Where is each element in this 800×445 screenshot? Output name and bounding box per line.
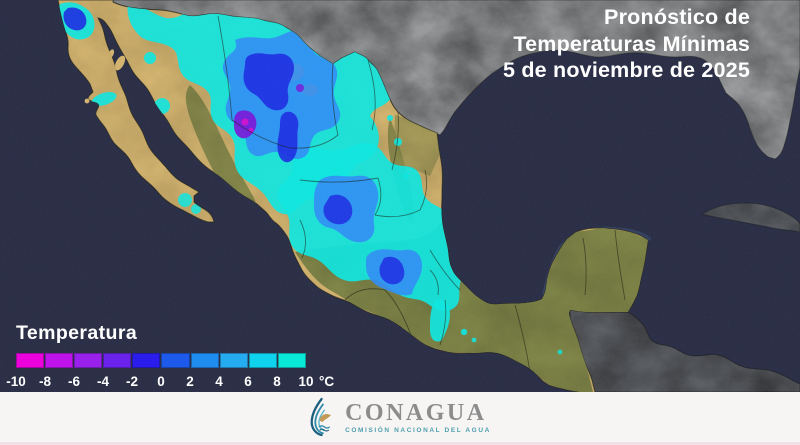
legend-color-segment bbox=[16, 353, 45, 368]
legend-tick-label: 4 bbox=[215, 374, 223, 389]
legend-color-segment bbox=[45, 353, 74, 368]
legend-tick-label: 0 bbox=[157, 374, 165, 389]
legend-color-segment bbox=[190, 353, 219, 368]
legend-color-segment bbox=[277, 353, 306, 368]
legend-tick-label: -10 bbox=[6, 374, 26, 389]
footer-band: CONAGUA COMISIÓN NACIONAL DEL AGUA bbox=[0, 392, 800, 445]
legend-color-segment bbox=[248, 353, 277, 368]
map-title: Pronóstico de Temperaturas Mínimas 5 de … bbox=[503, 4, 750, 84]
legend-tick-label: 8 bbox=[273, 374, 281, 389]
legend-tick-label: 10 bbox=[298, 374, 314, 389]
legend-color-segment bbox=[74, 353, 103, 368]
map-title-line-2: Temperaturas Mínimas bbox=[513, 31, 750, 56]
legend-colorbar bbox=[16, 353, 306, 368]
legend-tick-label: -8 bbox=[38, 374, 52, 389]
legend-tick-label: -4 bbox=[96, 374, 110, 389]
legend-tick-label: -2 bbox=[125, 374, 139, 389]
map-title-line-1: Pronóstico de bbox=[604, 5, 750, 29]
legend-tick-label: 6 bbox=[244, 374, 252, 389]
conagua-wordmark: CONAGUA bbox=[345, 399, 487, 426]
legend-color-segment bbox=[103, 353, 132, 368]
legend-color-segment bbox=[219, 353, 248, 368]
map-title-line-3: 5 de noviembre de 2025 bbox=[503, 58, 750, 82]
legend-unit-label: °C bbox=[319, 374, 335, 389]
conagua-subtitle: COMISIÓN NACIONAL DEL AGUA bbox=[345, 426, 491, 434]
conagua-logo: CONAGUA COMISIÓN NACIONAL DEL AGUA bbox=[309, 397, 491, 437]
legend-color-segment bbox=[132, 353, 161, 368]
conagua-water-drop-icon bbox=[310, 397, 332, 437]
conagua-wordmark-block: CONAGUA COMISIÓN NACIONAL DEL AGUA bbox=[345, 401, 491, 434]
legend-title: Temperatura bbox=[16, 322, 138, 344]
temperature-legend: Temperatura -10 -8 -6 -4 -2 0 2 4 6 8 10 °C bbox=[6, 322, 356, 392]
legend-tick-label: 2 bbox=[186, 374, 194, 389]
legend-tick-labels: -10 -8 -6 -4 -2 0 2 4 6 8 10 °C bbox=[6, 374, 356, 392]
legend-color-segment bbox=[161, 353, 190, 368]
legend-tick-label: -6 bbox=[67, 374, 81, 389]
